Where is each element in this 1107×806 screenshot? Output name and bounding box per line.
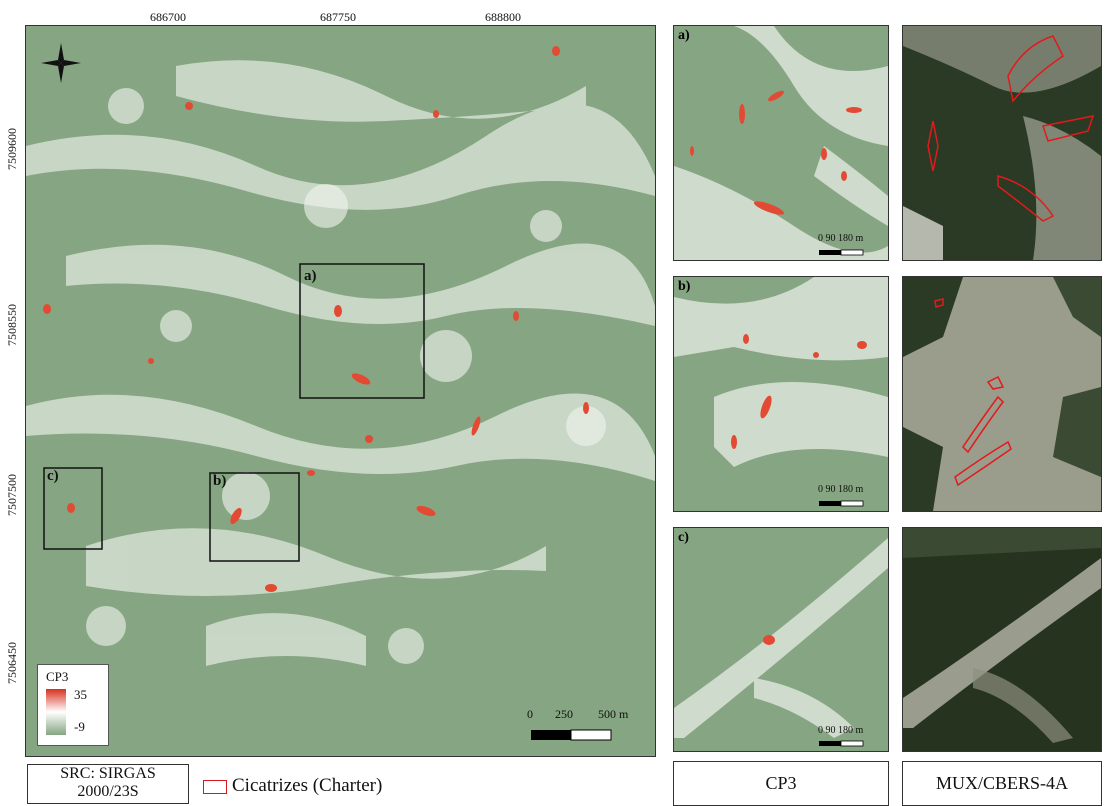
inset-frame-b [209, 472, 300, 562]
inset-frame-c [43, 467, 103, 550]
col1-caption: CP3 [673, 761, 889, 806]
north-arrow-icon [41, 43, 81, 83]
scale-mid: 250 [555, 707, 573, 721]
panel-a-mux [902, 25, 1102, 261]
panel-b-label: b) [678, 279, 691, 294]
inset-label-b: b) [213, 473, 227, 489]
panel-b-mux [902, 276, 1102, 512]
legend-max: 35 [74, 687, 87, 702]
panel-c-label: c) [678, 530, 689, 545]
cp3-legend: CP3 35 -9 [37, 664, 109, 746]
y-tick-2: 7508550 [5, 304, 19, 346]
x-tick-3: 688800 [485, 10, 521, 24]
inset-label-a: a) [304, 268, 317, 284]
scar-legend-label: Cicatrizes (Charter) [232, 775, 383, 796]
panel-a-label: a) [678, 28, 690, 43]
panel-c-cp3: c) 0 90 180 m [673, 527, 889, 752]
scale-zero: 0 [527, 707, 533, 721]
panel-b-cp3: b) 0 90 180 m [673, 276, 889, 512]
inset-frame-a [299, 263, 425, 399]
main-map [25, 25, 656, 757]
legend-min: -9 [74, 719, 85, 734]
panel-b-scale: 0 90 180 m [818, 484, 864, 495]
main-map-graphic [26, 26, 655, 756]
scale-end: 500 m [598, 707, 629, 721]
col2-caption: MUX/CBERS-4A [902, 761, 1102, 806]
y-tick-3: 7507500 [5, 474, 19, 516]
y-tick-1: 7509600 [5, 128, 19, 170]
scar-legend-swatch [203, 780, 227, 794]
legend-ramp [46, 689, 66, 735]
y-tick-4: 7506450 [5, 642, 19, 684]
legend-title: CP3 [46, 669, 69, 684]
panel-a-scale: 0 90 180 m [818, 233, 864, 244]
panel-c-scale: 0 90 180 m [818, 725, 864, 736]
panel-c-mux [902, 527, 1102, 752]
src-box: SRC: SIRGAS 2000/23S [27, 764, 189, 804]
panel-a-cp3: a) 0 90 180 m [673, 25, 889, 261]
inset-label-c: c) [47, 468, 59, 484]
x-tick-2: 687750 [320, 10, 356, 24]
x-tick-1: 686700 [150, 10, 186, 24]
